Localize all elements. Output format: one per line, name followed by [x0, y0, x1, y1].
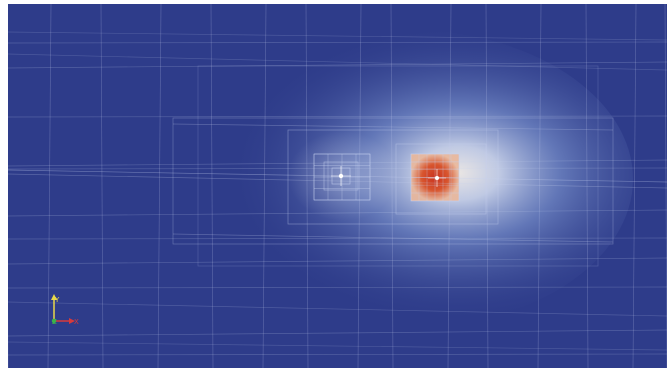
axis-z-label: Z	[52, 318, 57, 326]
grid-line	[485, 4, 489, 368]
orientation-axes-widget: Y Z X	[51, 294, 79, 326]
field-halo	[173, 29, 633, 329]
grid-line	[585, 4, 589, 368]
grid-line	[100, 4, 104, 368]
grid-line	[8, 301, 667, 317]
grid-line	[210, 4, 214, 368]
field-hot-region	[411, 154, 459, 201]
grid-line	[8, 167, 667, 170]
grid-cell	[395, 143, 487, 215]
grid-line	[8, 286, 667, 289]
grid-cell	[410, 153, 460, 202]
grid-line	[8, 61, 667, 69]
grid-line	[8, 237, 667, 240]
grid-line	[8, 31, 667, 41]
scene-canvas[interactable]: Y Z X	[8, 4, 667, 368]
grid-line	[8, 257, 667, 265]
grid-cell	[287, 129, 499, 225]
axis-x-arrowhead	[69, 318, 75, 324]
axis-y-arrowhead	[51, 294, 57, 300]
grid-line	[632, 4, 637, 368]
grid-line	[8, 353, 667, 356]
grid-line	[8, 159, 667, 167]
grid-line	[8, 341, 667, 351]
grid-cell	[313, 153, 371, 201]
grid-line	[47, 4, 52, 368]
grid-line	[157, 4, 162, 368]
refinement-point-left	[331, 166, 351, 186]
grid-line	[537, 4, 542, 368]
axis-z-dot	[51, 318, 57, 324]
grid-line	[447, 4, 452, 368]
grid-line	[8, 329, 667, 337]
amr-grid-wireframe	[8, 4, 667, 368]
grid-line	[390, 4, 394, 368]
render-viewport[interactable]: Y Z X	[8, 4, 667, 368]
grid-line	[172, 233, 614, 243]
grid-cell	[172, 117, 614, 245]
grid-line	[8, 53, 667, 71]
grid-line	[8, 41, 667, 44]
axis-y-label: Y	[54, 296, 60, 304]
axis-x-label: X	[74, 318, 79, 326]
refinement-point-right	[428, 169, 446, 187]
grid-line	[8, 209, 667, 217]
grid-line	[262, 4, 267, 368]
grid-line	[305, 4, 309, 368]
grid-line	[357, 4, 362, 368]
grid-line	[664, 4, 667, 368]
grid-line	[8, 173, 667, 189]
grid-line	[172, 123, 614, 131]
grid-line	[8, 115, 667, 118]
grid-cell	[197, 65, 599, 267]
grid-cell	[323, 161, 359, 191]
